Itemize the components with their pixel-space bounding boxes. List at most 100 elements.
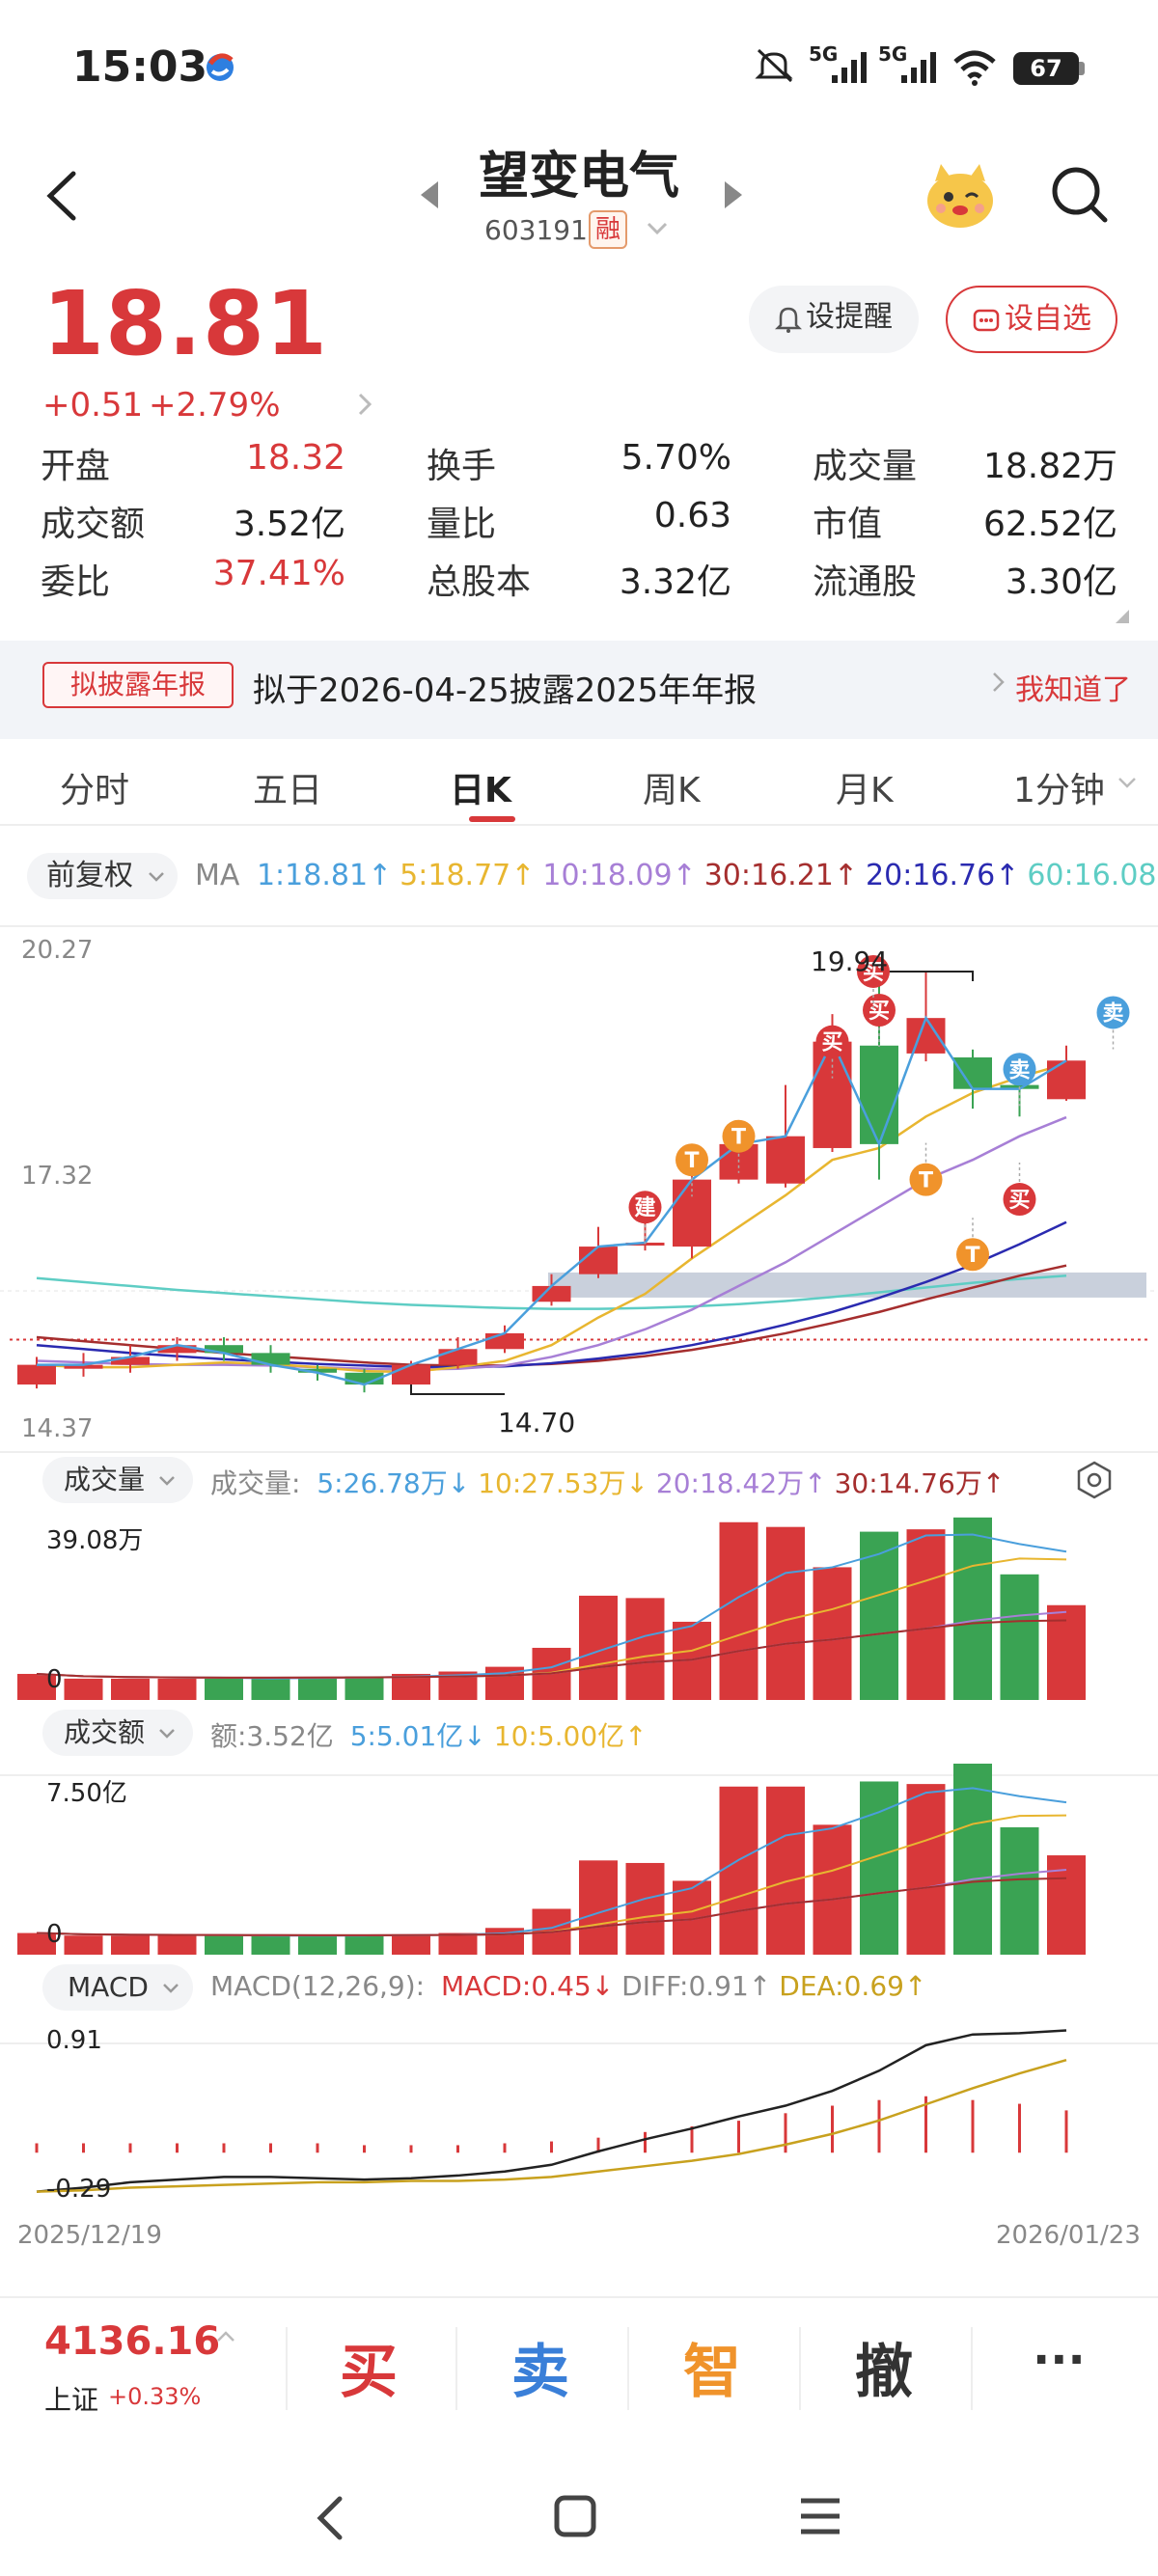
max-price-label: 19.94 <box>811 945 889 977</box>
tab-minute[interactable]: 1分钟 <box>1013 771 1105 810</box>
divider <box>286 2327 288 2410</box>
ma1-line <box>37 1015 1067 1386</box>
more-button[interactable]: ··· <box>1033 2333 1086 2387</box>
price-change-pct: +2.79% <box>149 386 281 425</box>
min-price-label: 14.70 <box>498 1407 576 1439</box>
tab-daily-k[interactable]: 日K <box>450 771 511 810</box>
trade-marker <box>857 954 890 988</box>
candle <box>485 1332 524 1350</box>
date-start-label: 2025/12/19 <box>17 2221 162 2250</box>
kline-low-label: 14.37 <box>21 1414 94 1443</box>
amount-bar <box>579 1860 618 1955</box>
next-stock-button[interactable] <box>719 176 748 214</box>
trade-marker-label: 买 <box>863 961 884 985</box>
stat-value: 62.52亿 <box>982 505 1117 544</box>
amount-bar <box>205 1935 243 1955</box>
banner-tag: 拟披露年报 <box>42 662 234 708</box>
legend-item: 5:26.78万↓ <box>317 1467 471 1499</box>
cancel-order-button[interactable]: 撤 <box>855 2339 913 2406</box>
volume-dropdown[interactable]: 成交量 <box>42 1457 193 1503</box>
nav-back-icon[interactable] <box>307 2489 355 2551</box>
nav-home-icon[interactable] <box>552 2493 600 2545</box>
volume-bar <box>345 1676 384 1700</box>
back-button[interactable] <box>39 162 96 230</box>
tab-intraday[interactable]: 分时 <box>60 771 130 810</box>
trade-marker <box>1003 1053 1036 1086</box>
volume-bar <box>17 1673 56 1700</box>
volume-bar <box>813 1567 852 1700</box>
trade-marker-label: 卖 <box>1102 1000 1123 1026</box>
candle <box>17 1364 56 1385</box>
mascot-icon[interactable] <box>922 156 999 233</box>
macd-legend: MACD(12,26,9): MACD:0.45↓ DIFF:0.91↑ DEA:0… <box>210 1970 926 2002</box>
status-bar: 15:03 5G 5G 67 <box>0 0 1158 135</box>
price-change: +0.51 <box>42 386 144 425</box>
banner-text: 拟于2026-04-25披露2025年年报 <box>253 671 758 710</box>
wifi-icon <box>951 48 998 91</box>
chevron-down-tab-icon[interactable] <box>1116 774 1139 797</box>
signal-5g-label-1: 5G <box>809 42 839 66</box>
amount-ma-line <box>36 1877 1067 1936</box>
legend-item: 20:18.42万↑ <box>655 1467 827 1499</box>
stat-value: 3.52亿 <box>233 505 345 544</box>
volume-bar <box>625 1598 665 1700</box>
settings-hexagon-icon[interactable] <box>1073 1459 1116 1505</box>
kline-high-label: 20.27 <box>21 936 94 965</box>
legend-item: 60:16.08↑ <box>1027 859 1158 892</box>
banner-dismiss-button[interactable]: 我知道了 <box>1015 673 1131 707</box>
chevron-down-adjust-icon <box>148 872 164 882</box>
tab-weekly-k[interactable]: 周K <box>643 771 701 810</box>
stat-value: 3.32亿 <box>619 562 731 602</box>
macd-dropdown[interactable]: MACD <box>42 1964 193 2011</box>
search-button[interactable] <box>1047 162 1115 230</box>
buy-button[interactable]: 买 <box>340 2339 398 2406</box>
nav-menu-icon[interactable] <box>797 2493 845 2545</box>
chevron-down-amount-icon <box>159 1729 175 1739</box>
trade-marker-label: 卖 <box>1008 1057 1030 1082</box>
bell-icon <box>774 307 803 333</box>
candle <box>532 1285 571 1302</box>
chevron-down-icon[interactable] <box>645 218 670 243</box>
prev-stock-button[interactable] <box>415 176 444 214</box>
stock-code: 603191 <box>484 214 588 246</box>
stat-label: 量比 <box>427 505 497 544</box>
macd-min-label: -0.29 <box>46 2175 112 2204</box>
trade-marker-label: T <box>731 1126 746 1150</box>
adjust-dropdown[interactable]: 前复权 <box>27 853 178 899</box>
kline-mid-label: 17.32 <box>21 1162 94 1191</box>
battery-icon: 67 <box>1013 52 1079 85</box>
adjust-label: 前复权 <box>46 859 133 892</box>
tab-monthly-k[interactable]: 月K <box>836 771 894 810</box>
expand-corner-icon[interactable] <box>1112 606 1131 629</box>
legend-item: 1:18.81↑ <box>256 859 393 892</box>
set-alert-label: 设提醒 <box>806 300 893 334</box>
amount-dropdown[interactable]: 成交额 <box>42 1710 193 1756</box>
volume-bar <box>111 1678 150 1700</box>
amount-bar <box>111 1935 150 1955</box>
volume-bar <box>64 1678 103 1700</box>
trade-marker-label: T <box>919 1169 933 1193</box>
amount-bar <box>1047 1855 1086 1955</box>
trade-marker <box>628 1191 662 1224</box>
stock-name: 望变电气 <box>478 148 679 206</box>
tab-five-day[interactable]: 五日 <box>253 771 323 810</box>
amount-bar <box>251 1935 290 1955</box>
candle <box>157 1345 197 1354</box>
smart-trade-button[interactable]: 智 <box>683 2339 741 2406</box>
sell-button[interactable]: 卖 <box>511 2339 569 2406</box>
chevron-right-icon[interactable] <box>355 390 374 423</box>
candle <box>625 1242 665 1246</box>
trade-marker <box>722 1119 756 1153</box>
divider <box>971 2327 973 2410</box>
amount-bar <box>953 1764 992 1955</box>
ma-prefix: MA <box>195 859 240 892</box>
chevron-up-icon[interactable] <box>214 2327 237 2350</box>
add-watchlist-button[interactable]: 设自选 <box>946 286 1117 353</box>
stats-grid: 开盘 18.32 换手 5.70% 成交量 18.82万 成交额 3.52亿 量比 0.63 市值 6… <box>0 438 1158 612</box>
volume-bar <box>392 1673 430 1700</box>
volume-bar <box>906 1529 946 1700</box>
set-alert-button[interactable]: 设提醒 <box>749 286 919 353</box>
trade-marker <box>909 1163 943 1196</box>
index-value[interactable]: 4136.16 <box>44 2319 221 2364</box>
